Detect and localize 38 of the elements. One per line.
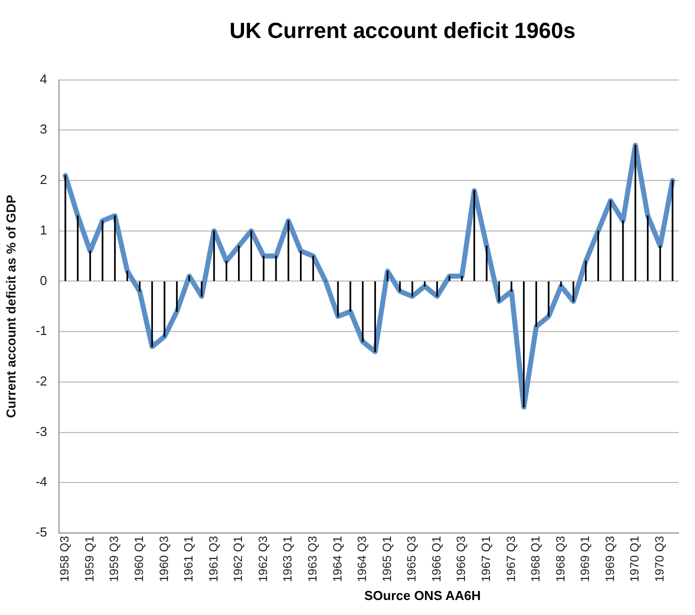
x-tick-label: 1965 Q3 <box>404 536 419 582</box>
y-tick-label: -3 <box>36 424 48 439</box>
x-tick-label: 1967 Q3 <box>504 536 518 582</box>
x-tick-label: 1959 Q3 <box>107 536 122 582</box>
x-tick-label: 1958 Q3 <box>58 536 72 582</box>
y-tick-label: 0 <box>40 272 48 288</box>
y-tick-label: -1 <box>36 323 48 338</box>
source-note: SOurce ONS AA6H <box>363 588 482 603</box>
y-tick-label: 3 <box>40 122 48 137</box>
x-tick-label: 1968 Q1 <box>528 536 543 582</box>
x-tick-label: 1963 Q1 <box>280 536 295 582</box>
y-tick-label: 2 <box>40 172 48 188</box>
y-tick-label: -4 <box>36 474 48 490</box>
x-tick-label: 1962 Q1 <box>231 536 246 582</box>
x-tick-label: 1961 Q1 <box>182 536 196 582</box>
x-tick-label: 1962 Q3 <box>256 536 270 582</box>
x-tick-label: 1967 Q1 <box>478 536 493 582</box>
x-tick-label: 1970 Q3 <box>652 536 666 582</box>
x-tick-label: 1968 Q3 <box>553 536 568 582</box>
x-tick-label: 1960 Q3 <box>156 536 171 582</box>
x-tick-label: 1969 Q1 <box>578 536 592 582</box>
x-tick-label: 1963 Q3 <box>306 536 320 582</box>
y-tick-label: -5 <box>36 524 48 540</box>
x-tick-label: 1964 Q3 <box>355 536 370 582</box>
y-tick-label: 1 <box>40 222 48 238</box>
x-tick-label: 1961 Q3 <box>206 536 220 582</box>
x-tick-label: 1966 Q3 <box>454 536 468 582</box>
y-tick-label: 4 <box>40 71 48 86</box>
y-tick-label: -2 <box>36 373 48 388</box>
y-axis-title: Current account deficit as % of GDP <box>3 194 18 418</box>
x-tick-label: 1959 Q1 <box>82 536 96 582</box>
x-tick-label: 1960 Q1 <box>132 536 146 582</box>
chart-title: UK Current account deficit 1960s <box>228 18 576 44</box>
x-tick-label: 1969 Q3 <box>602 536 617 582</box>
x-tick-label: 1970 Q1 <box>628 536 642 582</box>
x-tick-label: 1966 Q1 <box>429 536 444 582</box>
x-tick-label: 1964 Q1 <box>330 536 344 582</box>
x-tick-label: 1965 Q1 <box>380 536 394 582</box>
